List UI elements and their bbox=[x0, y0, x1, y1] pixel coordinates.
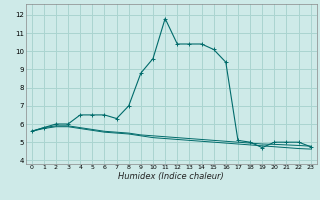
X-axis label: Humidex (Indice chaleur): Humidex (Indice chaleur) bbox=[118, 172, 224, 181]
